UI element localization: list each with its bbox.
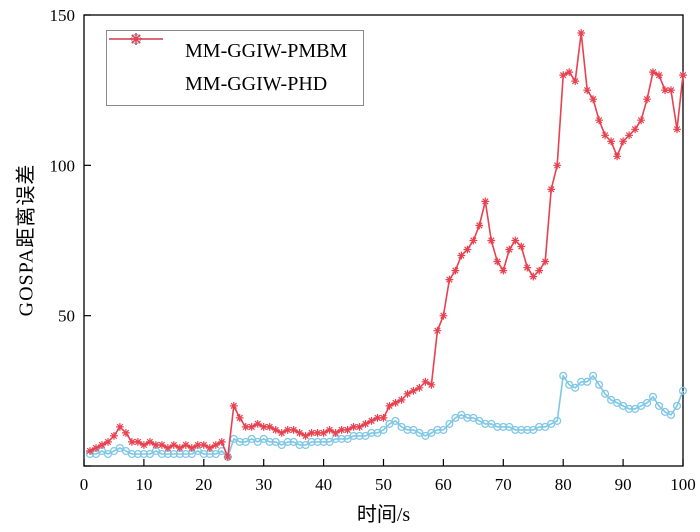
circle-marker-icon <box>559 371 568 380</box>
circle-marker-icon <box>295 440 304 450</box>
circle-marker-icon <box>499 422 508 431</box>
x-tick-label: 60 <box>435 475 452 494</box>
circle-marker-icon <box>589 371 598 380</box>
x-tick-label: 10 <box>135 475 152 494</box>
circle-marker-icon <box>307 437 316 446</box>
y-tick-label: 100 <box>50 156 76 175</box>
circle-marker-icon <box>235 437 244 446</box>
circle-marker-icon <box>283 437 292 446</box>
circle-marker-icon <box>433 425 442 434</box>
circle-marker-icon <box>319 437 328 446</box>
circle-marker-icon <box>583 377 592 386</box>
x-tick-label: 0 <box>80 475 89 494</box>
circle-marker-icon <box>654 401 664 410</box>
circle-marker-icon <box>379 425 388 434</box>
series-mm-ggiw-phd <box>86 29 687 461</box>
circle-marker-icon <box>181 449 190 459</box>
x-tick-label: 20 <box>195 475 212 494</box>
series-line <box>90 374 684 458</box>
circle-marker-icon <box>139 449 148 459</box>
asterisk-marker-icon <box>86 29 687 461</box>
legend: MM-GGIW-PMBM MM-GGIW-PHD <box>106 30 365 106</box>
circle-marker-icon <box>517 425 526 434</box>
y-axis-label: GOSPA距离误差 <box>15 163 38 317</box>
circle-marker-icon <box>169 449 178 459</box>
circle-marker-icon <box>445 419 454 428</box>
circle-marker-icon <box>313 437 322 446</box>
x-tick-label: 40 <box>315 475 332 494</box>
y-tick-label: 150 <box>50 6 76 25</box>
x-tick-label: 70 <box>495 475 512 494</box>
x-tick-label: 30 <box>255 475 272 494</box>
circle-marker-icon <box>367 428 376 437</box>
circle-marker-icon <box>391 416 400 425</box>
x-axis-label: 时间/s <box>356 504 411 526</box>
circle-marker-icon <box>601 389 610 398</box>
x-axis-ticks: 0 10 20 30 40 50 60 70 80 90 100 <box>80 459 696 494</box>
circle-marker-icon <box>666 410 676 419</box>
series-line <box>89 32 684 458</box>
circle-marker-icon <box>511 425 520 434</box>
circle-marker-icon <box>133 449 142 459</box>
x-tick-label: 50 <box>375 475 392 494</box>
circle-marker-icon <box>625 404 634 413</box>
circle-marker-icon <box>571 383 580 392</box>
circle-marker-icon <box>481 419 490 428</box>
circle-marker-icon <box>157 449 166 459</box>
circle-marker-icon <box>355 431 364 440</box>
circle-marker-icon <box>553 416 562 425</box>
circle-marker-icon <box>678 386 688 395</box>
circle-marker-icon <box>199 449 208 459</box>
circle-marker-icon <box>648 392 658 401</box>
circle-marker-icon <box>535 422 544 431</box>
legend-label-phd: MM-GGIW-PHD <box>185 73 328 95</box>
circle-marker-icon <box>337 434 346 443</box>
x-tick-label: 100 <box>670 475 696 494</box>
circle-marker-icon <box>265 437 274 446</box>
phd-line-star-marker-icon <box>109 33 177 93</box>
circle-marker-icon <box>463 413 472 422</box>
circle-marker-icon <box>127 449 136 459</box>
circle-marker-icon <box>493 422 502 431</box>
circle-marker-icon <box>349 431 358 440</box>
legend-entry-phd: MM-GGIW-PHD <box>109 33 347 96</box>
series-mm-ggiw-pmbm <box>85 371 688 462</box>
circle-marker-icon <box>643 398 652 407</box>
y-tick-label: 50 <box>58 307 75 326</box>
y-axis-ticks: 50 100 150 <box>50 6 91 467</box>
x-tick-label: 90 <box>615 475 632 494</box>
circle-marker-icon <box>403 425 412 434</box>
circle-marker-icon <box>439 425 448 434</box>
circle-marker-icon <box>523 425 532 434</box>
x-tick-label: 80 <box>555 475 572 494</box>
circle-marker-icon <box>595 380 604 389</box>
circle-marker-icon <box>672 401 682 410</box>
legend-label-pmbm: MM-GGIW-PMBM <box>185 40 348 62</box>
circle-marker-icon <box>577 377 586 386</box>
